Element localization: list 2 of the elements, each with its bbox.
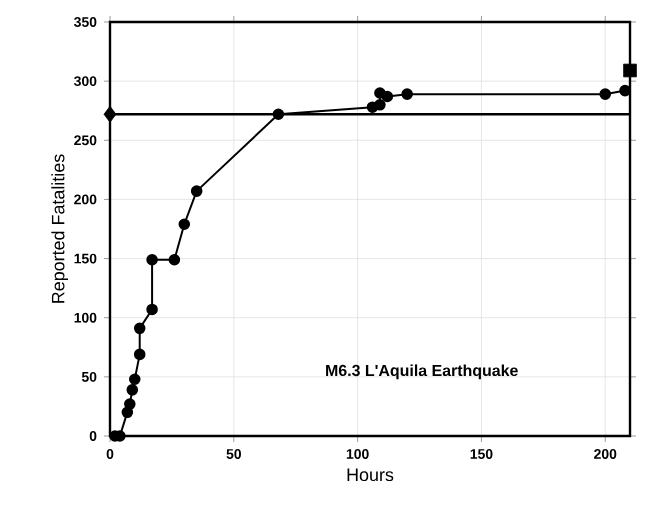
x-axis-title: Hours — [347, 468, 394, 482]
y-axis-title: Reported Fatalities — [51, 154, 69, 303]
